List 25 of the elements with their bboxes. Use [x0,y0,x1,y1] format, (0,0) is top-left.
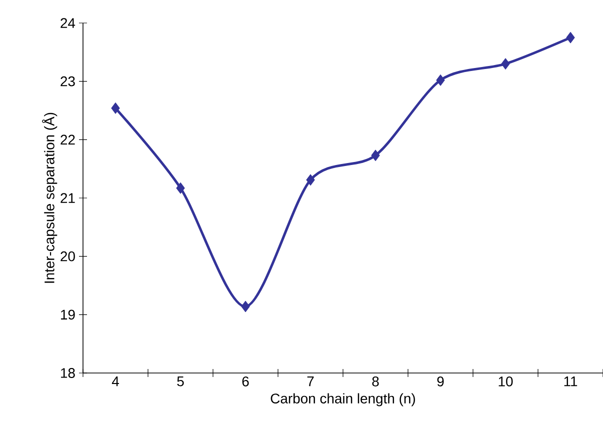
x-tick-label: 11 [564,376,578,386]
x-tick-label: 4 [112,376,119,386]
x-axis-title: Carbon chain length (n) [270,393,415,406]
point [176,182,185,194]
y-tick-label: 23 [60,76,75,86]
x-tick-label: 8 [372,376,379,386]
x-tick-label: 6 [242,376,249,386]
point [436,74,445,86]
point [501,58,510,70]
x-tick-label: 7 [307,376,314,386]
y-tick-label: 21 [60,193,75,203]
point [566,32,575,44]
y-tick-label: 22 [60,134,75,145]
point [306,174,315,186]
y-tick-label: 20 [60,251,75,262]
x-tick-label: 5 [177,376,184,386]
point [111,102,120,114]
y-tick-label: 18 [61,368,75,378]
point [371,150,380,162]
y-tick-label: 24 [60,18,76,28]
x-tick-label: 10 [498,376,513,386]
y-axis-title: Inter-capsule separation (Å) [42,112,58,283]
y-tick-label: 19 [61,310,75,320]
point [241,300,250,312]
x-tick-label: 9 [437,376,444,386]
